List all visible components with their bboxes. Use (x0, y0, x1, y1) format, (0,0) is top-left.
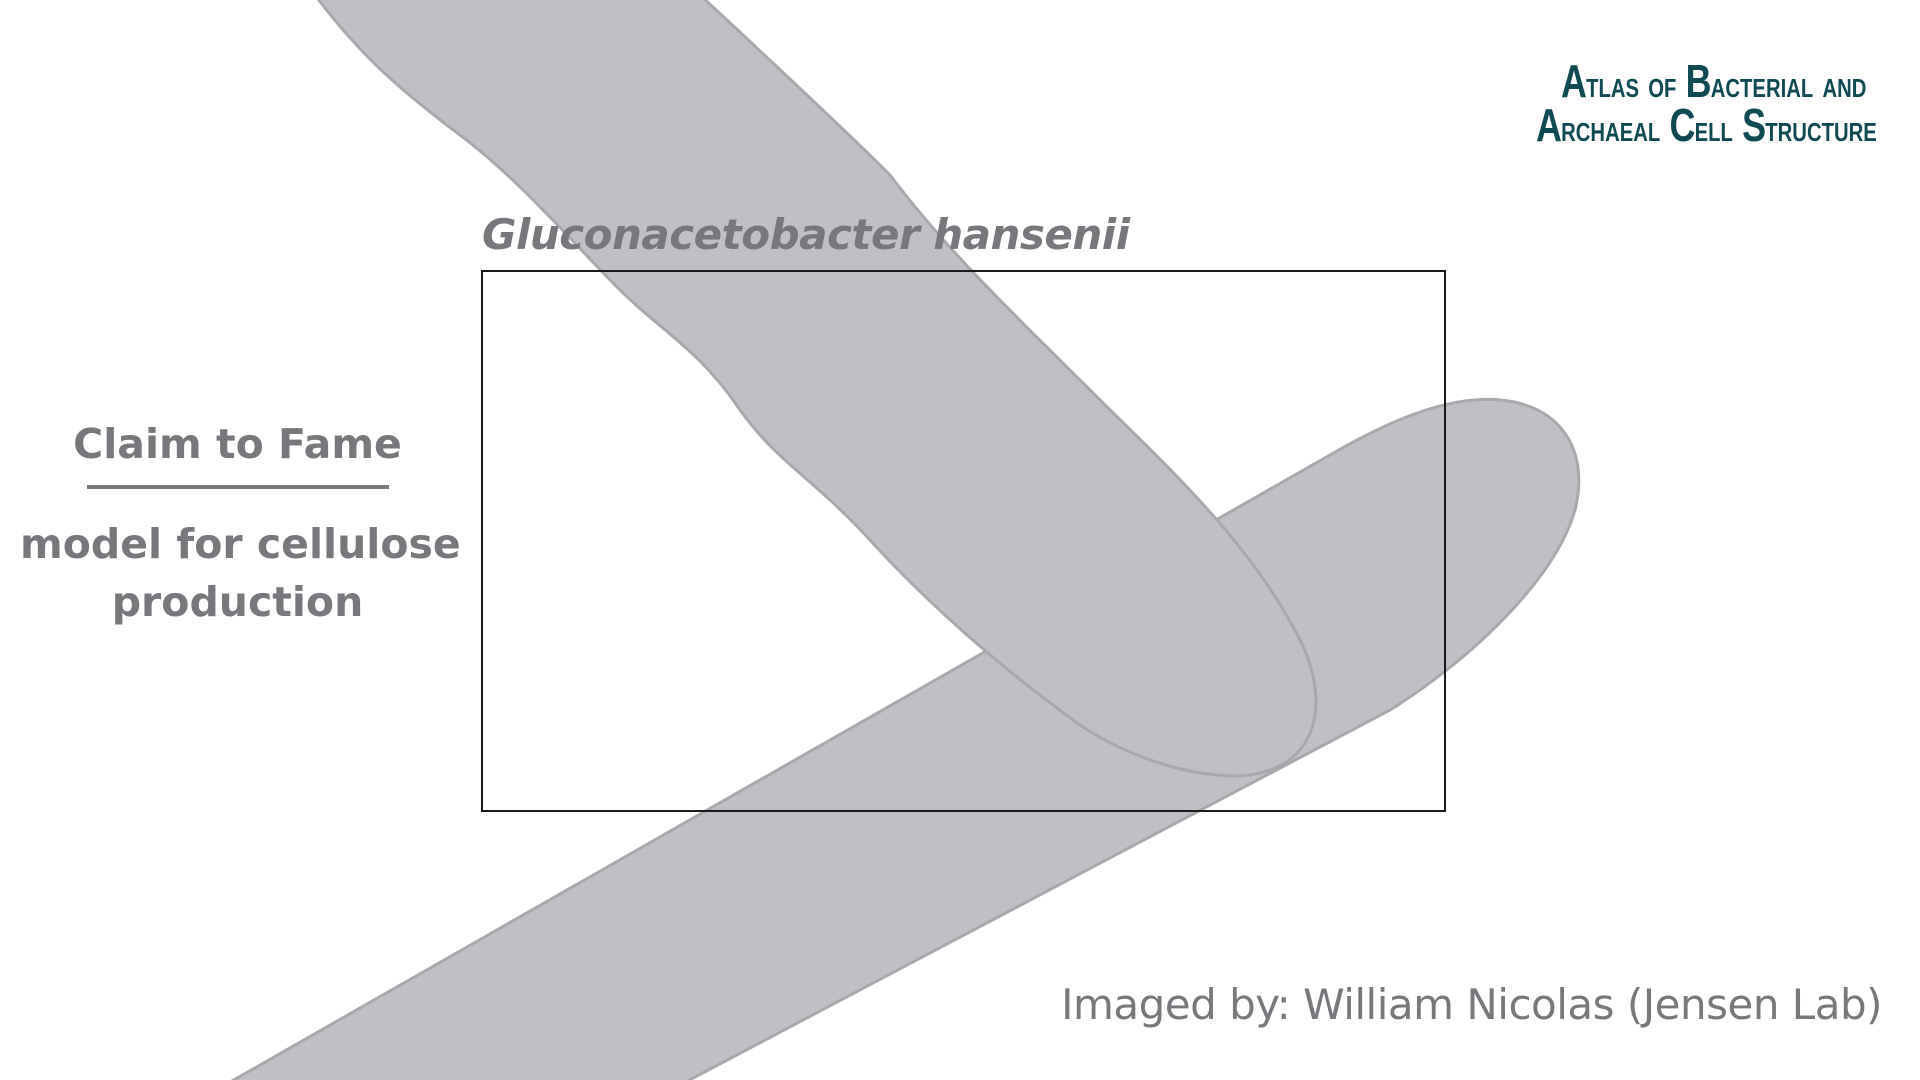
logo-text: TLAS (1586, 73, 1640, 103)
logo-text: ELL (1694, 116, 1733, 147)
logo-text: AND (1822, 73, 1867, 103)
logo-text: TRUCTURE (1765, 116, 1877, 147)
claim-heading: Claim to Fame (73, 420, 402, 468)
logo-text: B (1685, 55, 1712, 107)
image-frame (481, 270, 1446, 812)
claim-divider (86, 485, 389, 490)
logo-text: OF (1648, 73, 1677, 103)
logo-text: A (1560, 55, 1587, 107)
logo-text: RCHAEAL (1561, 116, 1661, 147)
logo-text: C (1669, 98, 1695, 151)
logo-line-2: ARCHAEAL CELL STRUCTURE (1536, 102, 1877, 148)
claim-text-line-2: production (111, 578, 364, 627)
atlas-logo: ATLAS OF BACTERIAL AND ARCHAEAL CELL STR… (1536, 58, 1877, 148)
logo-text: A (1536, 98, 1562, 151)
imaging-credit: Imaged by: William Nicolas (Jensen Lab) (1061, 980, 1882, 1029)
logo-line-1: ATLAS OF BACTERIAL AND (1536, 58, 1866, 104)
logo-text: S (1742, 98, 1766, 151)
claim-to-fame-block: Claim to Fame model for cellulose produc… (20, 420, 461, 632)
bacterial-cell-upper (316, 0, 1318, 778)
claim-text-line-1: model for cellulose (20, 520, 461, 569)
species-title: Gluconacetobacter hansenii (482, 210, 1130, 259)
logo-text: ACTERIAL (1710, 73, 1814, 103)
